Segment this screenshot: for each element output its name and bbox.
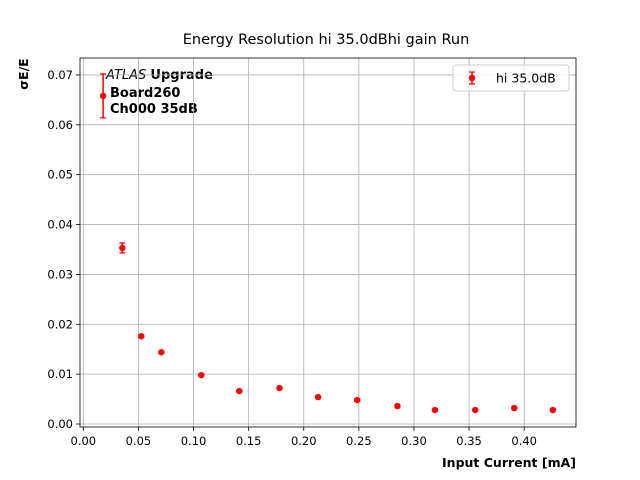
chart-title: Energy Resolution hi 35.0dBhi gain Run [183,32,470,48]
x-tick-label: 0.30 [401,434,427,448]
y-tick-label: 0.02 [47,317,73,331]
data-point [549,406,557,414]
data-point [138,333,145,340]
x-tick-label: 0.20 [291,434,317,448]
y-tick-label: 0.01 [47,367,73,381]
legend-box [452,64,570,92]
data-point [119,244,126,252]
annotation-line: Ch000 35dB [110,102,198,117]
legend-marker [468,74,476,82]
y-axis-label: σE/E [16,58,31,89]
x-tick-label: 0.40 [511,434,537,448]
x-tick-label: 0.25 [346,434,372,448]
annotation: ATLAS Upgrade [105,68,213,83]
data-point [431,406,439,414]
x-tick-label: 0.35 [456,434,482,448]
y-tick-label: 0.07 [47,68,73,82]
y-tick-label: 0.00 [47,417,73,431]
data-point [314,393,322,401]
data-point [511,404,518,412]
experiment: ATLAS [105,68,146,83]
plot-frame [79,57,577,428]
x-tick-label: 0.10 [181,434,207,448]
x-axis-label: Input Current [mA] [442,455,576,470]
x-tick-label: 0.05 [126,434,152,448]
data-point [276,384,283,392]
data-point [236,387,243,395]
x-tick-label: 0.15 [236,434,262,448]
data-point [158,349,165,356]
y-tick-label: 0.03 [47,267,73,281]
data-point [394,402,401,410]
data-point [198,371,205,379]
data-point [99,92,107,100]
data-point [354,396,361,404]
x-tick-label: 0.00 [71,434,97,448]
y-tick-label: 0.06 [47,118,73,132]
data-point [472,406,479,414]
annotation-line: Board260 [110,86,180,101]
tag: Upgrade [150,68,213,83]
y-tick-label: 0.05 [47,168,73,182]
y-tick-label: 0.04 [47,218,73,232]
legend-label: hi 35.0dB [496,71,556,86]
